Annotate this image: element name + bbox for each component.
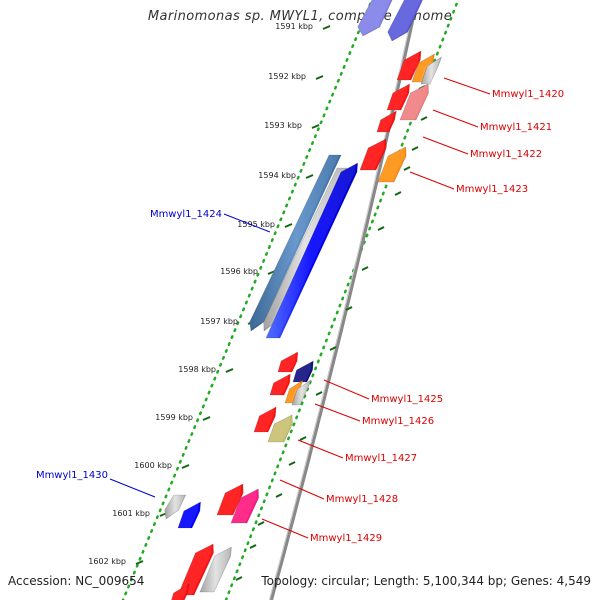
gene-arrow-red[interactable] [252, 406, 277, 433]
gene-label-mmwyl1-1423[interactable]: Mmwyl1_1423 [456, 184, 528, 195]
track-tick-mark [377, 226, 385, 231]
kbp-tick-mark [305, 174, 314, 179]
gene-label-mmwyl1-1426[interactable]: Mmwyl1_1426 [362, 416, 434, 427]
gene-arrow-red[interactable] [385, 83, 410, 111]
gene-arrow-mmwyl1-1428[interactable] [215, 483, 244, 516]
kbp-tick-label: 1602 kbp [88, 557, 126, 566]
kbp-tick-label: 1600 kbp [134, 461, 172, 470]
gene-leader-line [409, 171, 455, 190]
gene-label-mmwyl1-1430[interactable]: Mmwyl1_1430 [36, 470, 108, 481]
gene-arrow-faded[interactable] [355, 0, 395, 37]
gene-arrow-mmwyl1-1424[interactable] [247, 154, 342, 332]
gene-arrow-grey[interactable] [162, 494, 187, 520]
track-tick-mark [345, 306, 353, 311]
kbp-tick-mark [315, 75, 324, 80]
gene-arrow-red[interactable] [176, 543, 214, 596]
track-tick-mark [299, 436, 307, 441]
gene-leader-line [314, 403, 361, 422]
gene-leader-line [223, 213, 271, 233]
topology-text: Topology: circular; Length: 5,100,344 bp… [261, 574, 591, 588]
gene-label-mmwyl1-1421[interactable]: Mmwyl1_1421 [480, 122, 552, 133]
gene-arrow-grey[interactable] [198, 546, 232, 593]
track-tick-mark [275, 493, 283, 498]
track-tick-mark [288, 461, 296, 466]
gene-arrow-orange[interactable] [283, 379, 304, 404]
track-tick-mark [394, 191, 402, 196]
kbp-tick-mark [135, 560, 144, 565]
kbp-tick-mark [322, 25, 331, 30]
gene-arrow-mmwyl1-1427[interactable] [266, 414, 293, 443]
track-tick-mark [361, 266, 369, 271]
track-tick-mark [403, 166, 411, 171]
gene-arrow-mmwyl1-1423[interactable] [376, 146, 407, 183]
gene-arrow-mmwyl1-1420-left[interactable] [395, 50, 422, 81]
track-tick-mark [420, 116, 428, 121]
gene-arrow-mmwyl1-1429[interactable] [229, 488, 259, 524]
gene-label-mmwyl1-1429[interactable]: Mmwyl1_1429 [310, 533, 382, 544]
gene-leader-line [432, 109, 479, 128]
gene-label-mmwyl1-1420[interactable]: Mmwyl1_1420 [492, 89, 564, 100]
gene-leader-line [279, 479, 325, 500]
gene-leader-line [323, 379, 370, 400]
gene-arrow-mmwyl1-1430[interactable] [176, 501, 201, 529]
kbp-tick-mark [202, 416, 211, 421]
kbp-tick-mark [225, 368, 234, 373]
kbp-tick-label: 1598 kbp [178, 365, 216, 374]
gene-arrow-blue[interactable] [264, 162, 359, 339]
gene-arrow-faded[interactable] [385, 0, 425, 42]
gene-arrow-mmwyl1-1425[interactable] [291, 360, 314, 383]
track-tick-mark [257, 521, 265, 526]
track-tick-mark [235, 576, 243, 581]
kbp-tick-label: 1601 kbp [112, 509, 150, 518]
track-tick-mark [315, 391, 323, 396]
kbp-tick-label: 1594 kbp [258, 171, 296, 180]
gene-arrow-red[interactable] [168, 583, 190, 600]
gene-label-mmwyl1-1428[interactable]: Mmwyl1_1428 [326, 494, 398, 505]
gene-arrow-mmwyl1-1426[interactable] [290, 379, 312, 406]
gene-arrow-red[interactable] [268, 373, 291, 396]
kbp-tick-label: 1597 kbp [200, 317, 238, 326]
track-tick-mark [329, 346, 337, 351]
kbp-tick-label: 1591 kbp [275, 22, 313, 31]
gene-label-mmwyl1-1427[interactable]: Mmwyl1_1427 [345, 453, 417, 464]
tick-track-inner [121, 0, 374, 600]
gene-leader-line [422, 136, 469, 155]
gene-arrow-grey[interactable] [419, 56, 443, 85]
track-tick-mark [411, 146, 419, 151]
gene-arrow-mmwyl1-1421[interactable] [398, 83, 429, 121]
gene-label-mmwyl1-1424[interactable]: Mmwyl1_1424 [150, 209, 222, 220]
gene-arrow-red[interactable] [276, 351, 299, 373]
kbp-tick-mark [181, 464, 190, 469]
gene-leader-line [297, 439, 344, 459]
gene-leader-line [109, 478, 156, 498]
gene-label-mmwyl1-1425[interactable]: Mmwyl1_1425 [371, 394, 443, 405]
gene-leader-line [443, 77, 491, 95]
gene-arrow-mmwyl1-1422[interactable] [358, 138, 387, 171]
kbp-tick-label: 1596 kbp [220, 267, 258, 276]
gene-label-mmwyl1-1422[interactable]: Mmwyl1_1422 [470, 149, 542, 160]
gene-arrow-red[interactable] [375, 110, 397, 133]
kbp-tick-mark [311, 124, 320, 129]
kbp-tick-label: 1599 kbp [155, 413, 193, 422]
accession-text: Accession: NC_009654 [8, 574, 145, 588]
track-tick-mark [249, 544, 257, 549]
kbp-tick-mark [284, 223, 293, 228]
gene-leader-line [261, 518, 309, 539]
kbp-tick-label: 1592 kbp [268, 72, 306, 81]
kbp-tick-label: 1595 kbp [237, 220, 275, 229]
kbp-tick-label: 1593 kbp [264, 121, 302, 130]
